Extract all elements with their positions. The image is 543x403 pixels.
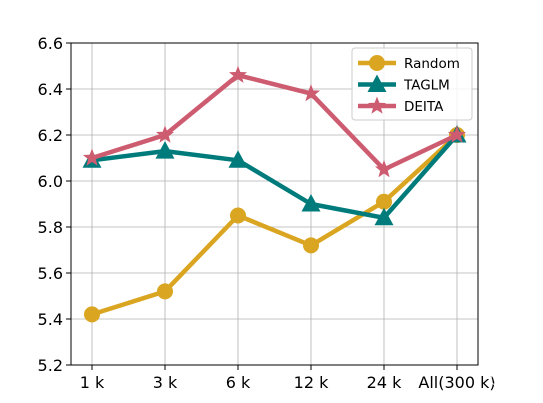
data-point — [301, 194, 321, 212]
x-tick-label: 6 k — [226, 373, 251, 392]
legend-label: TAGLM — [403, 78, 450, 94]
data-point — [303, 237, 319, 254]
data-point — [374, 207, 394, 226]
legend-marker — [367, 96, 387, 114]
series-line — [91, 72, 458, 172]
data-point — [376, 193, 392, 210]
legend: Random TAGLM DEITA — [351, 47, 473, 121]
data-point — [301, 84, 321, 102]
legend-label: DEITA — [404, 99, 444, 115]
x-tick-label: 1 k — [80, 373, 105, 392]
x-tick-label: 12 k — [294, 373, 329, 392]
watermark: @ 知乎 — [490, 370, 536, 387]
x-tick-label: All(300 k) — [418, 373, 495, 392]
y-tick-label: 6.0 — [38, 172, 63, 191]
series-line — [91, 133, 459, 317]
data-point — [230, 207, 246, 224]
y-tick-label: 5.6 — [38, 264, 63, 283]
y-tick-label: 6.6 — [38, 34, 63, 53]
data-point — [82, 148, 102, 166]
series-taglm — [82, 125, 467, 226]
data-point — [447, 125, 467, 143]
data-point — [155, 125, 175, 143]
series-layer — [82, 65, 467, 323]
x-tick-label: 24 k — [367, 373, 402, 392]
legend-label: Random — [404, 56, 460, 72]
y-tick-label: 5.8 — [38, 218, 63, 237]
data-point — [374, 160, 394, 178]
legend-item-taglm: TAGLM — [358, 74, 450, 94]
data-point — [157, 283, 173, 300]
series-deita — [82, 65, 467, 178]
legend-item-deita: DEITA — [358, 96, 444, 115]
y-tick-label: 6.2 — [38, 126, 63, 145]
legend-marker — [367, 74, 387, 92]
x-tick-label: 3 k — [153, 373, 178, 392]
data-point — [228, 65, 248, 83]
y-tick-label: 6.4 — [38, 80, 63, 99]
plot-frame — [70, 42, 479, 366]
data-point — [228, 150, 248, 168]
data-point — [155, 141, 175, 159]
legend-item-random: Random — [358, 55, 460, 72]
legend-marker — [369, 55, 385, 71]
y-tick-label: 5.2 — [38, 356, 63, 375]
data-point — [84, 306, 100, 323]
axis-ticks: 1 k 3 k 6 k 12 k 24 k All(300 k) 5.2 5.4 5.6 5.8 6… — [38, 34, 496, 392]
series-line — [91, 133, 459, 221]
y-tick-label: 5.4 — [38, 310, 63, 329]
